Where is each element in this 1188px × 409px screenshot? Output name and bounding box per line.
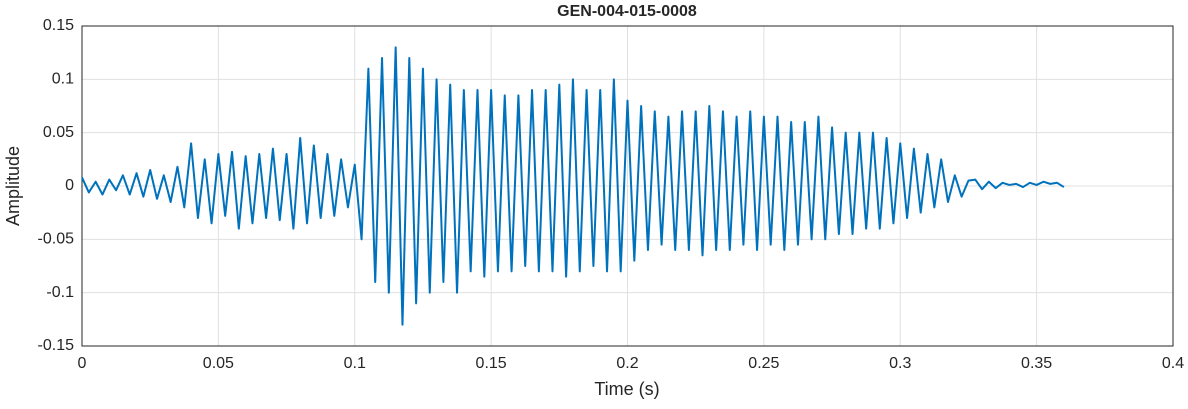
chart-title: GEN-004-015-0008	[557, 3, 697, 20]
y-axis-label: Amplitude	[3, 146, 23, 226]
y-tick-label: 0	[65, 177, 74, 194]
x-tick-label: 0.2	[616, 355, 638, 372]
x-tick-label: 0	[78, 355, 87, 372]
signal-line	[81, 46, 1065, 326]
x-tick-label: 0.4	[1162, 355, 1184, 372]
y-tick-label: 0.1	[52, 71, 74, 88]
y-tick-label: 0.15	[43, 17, 74, 34]
x-tick-label: 0.35	[1021, 355, 1052, 372]
y-tick-label: -0.05	[38, 231, 75, 248]
x-tick-label: 0.1	[344, 355, 366, 372]
x-tick-label: 0.25	[748, 355, 779, 372]
y-tick-label: -0.15	[38, 337, 75, 354]
plot-frame	[81, 25, 1174, 347]
y-tick-label: 0.05	[43, 124, 74, 141]
x-tick-label: 0.05	[203, 355, 234, 372]
x-axis-label: Time (s)	[594, 379, 659, 399]
x-tick-label: 0.3	[889, 355, 911, 372]
x-tick-label: 0.15	[476, 355, 507, 372]
y-tick-label: -0.1	[46, 284, 74, 301]
